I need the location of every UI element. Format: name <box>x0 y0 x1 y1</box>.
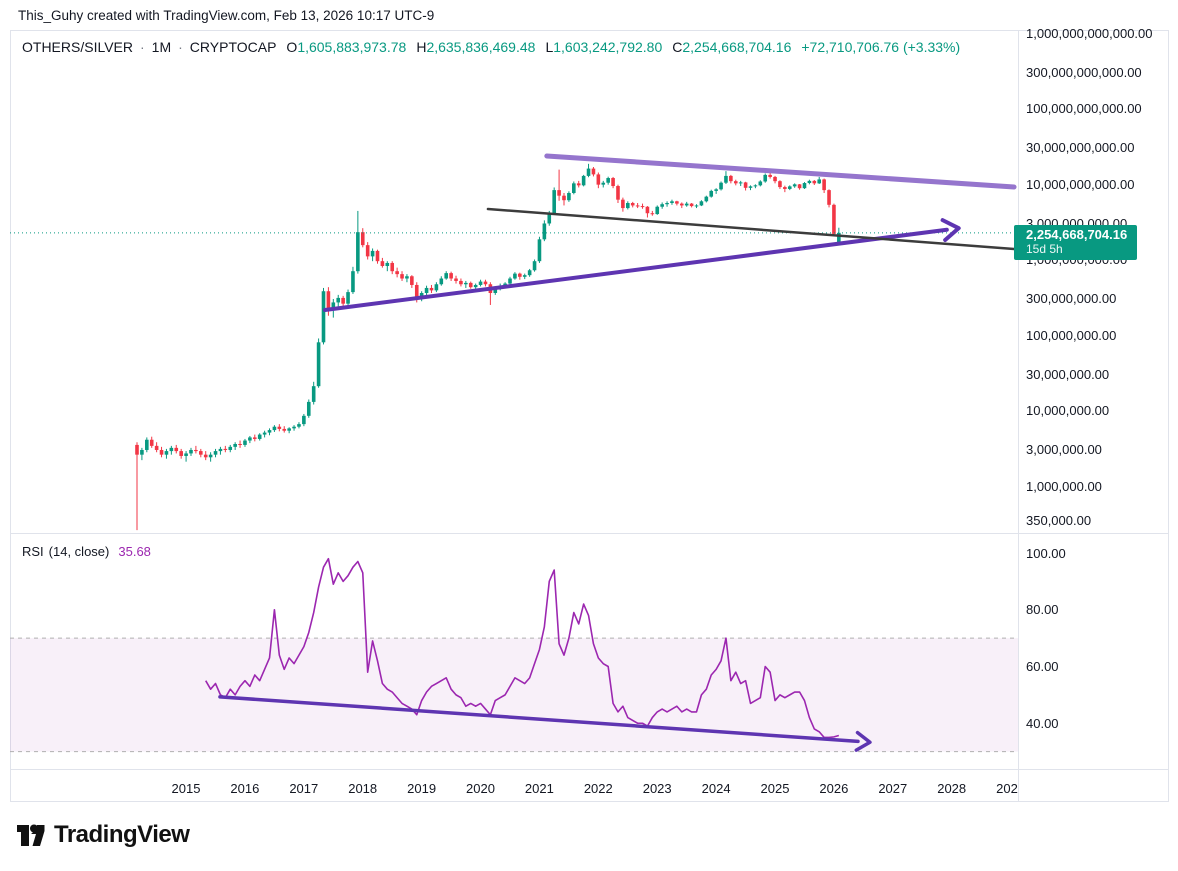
rsi-axis-label: 40.00 <box>1026 715 1059 731</box>
tradingview-logo-text: TradingView <box>54 821 190 848</box>
creator-watermark: This_Guhy created with TradingView.com, … <box>18 8 435 23</box>
symbol-legend[interactable]: OTHERS/SILVER · 1M · CRYPTOCAP O1,605,88… <box>22 39 960 55</box>
rsi-title[interactable]: RSI <box>22 544 44 559</box>
time-axis-label: 2024 <box>701 781 731 796</box>
price-axis-label: 1,000,000.00 <box>1026 478 1102 494</box>
time-axis-label: 2023 <box>642 781 672 796</box>
price-axis-label: 300,000,000.00 <box>1026 291 1117 307</box>
price-pane[interactable] <box>10 30 1018 533</box>
rsi-axis-label: 80.00 <box>1026 602 1059 618</box>
time-axis-label: 2016 <box>230 781 260 796</box>
rsi-axis-label: 60.00 <box>1026 659 1059 674</box>
rsi-value: 35.68 <box>118 544 151 559</box>
price-axis-label: 1,000,000,000,000.00 <box>1026 25 1153 41</box>
time-axis-label: 2018 <box>348 781 378 796</box>
rsi-plot-line <box>205 557 840 739</box>
rsi-descending-trendline <box>218 695 872 752</box>
descending-resistance-trendline <box>544 153 1017 190</box>
price-axis-divider <box>1018 30 1019 802</box>
time-axis-label: 2022 <box>583 781 613 796</box>
price-axis-label: 10,000,000,000.00 <box>1026 176 1135 192</box>
rsi-band <box>10 638 1018 752</box>
ascending-support-trendline <box>322 218 961 312</box>
time-axis-label: 2015 <box>171 781 201 796</box>
exchange-label: CRYPTOCAP <box>189 39 277 55</box>
interval-label[interactable]: 1M <box>151 39 172 55</box>
last-price-label: 2,254,668,704.16 15d 5h <box>1014 225 1137 260</box>
price-axis-label: 350,000.00 <box>1026 512 1092 528</box>
tradingview-icon <box>17 824 45 846</box>
close-value: C2,254,668,704.16 <box>672 39 792 55</box>
open-value: O1,605,883,973.78 <box>286 39 407 55</box>
legend-separator: · <box>178 39 183 55</box>
price-axis-label: 10,000,000.00 <box>1026 403 1110 418</box>
time-axis-label: 2025 <box>760 781 790 796</box>
price-axis-label: 100,000,000.00 <box>1026 327 1117 343</box>
chart-widget-border <box>10 30 1169 802</box>
rsi-pane[interactable] <box>10 535 1018 769</box>
change-value: +72,710,706.76 (+3.33%) <box>801 39 961 55</box>
legend-separator: · <box>140 39 145 55</box>
rsi-axis-label: 100.00 <box>1026 545 1066 561</box>
time-axis-label: 2028 <box>937 781 967 796</box>
black-trendline <box>486 207 1016 251</box>
high-value: H2,635,836,469.48 <box>416 39 536 55</box>
rsi-legend[interactable]: RSI (14, close) 35.68 <box>22 544 151 559</box>
tradingview-logo[interactable]: TradingView <box>16 820 190 850</box>
time-axis-label: 2026 <box>819 781 849 796</box>
price-axis-label: 300,000,000,000.00 <box>1026 64 1142 80</box>
candles <box>135 163 841 531</box>
time-axis-divider <box>10 769 1169 770</box>
rsi-params: (14, close) <box>48 544 110 559</box>
low-value: L1,603,242,792.80 <box>545 39 663 55</box>
last-price-value: 2,254,668,704.16 <box>1026 227 1128 242</box>
price-axis-label: 30,000,000.00 <box>1026 366 1110 382</box>
pane-divider[interactable] <box>10 533 1169 534</box>
bar-countdown: 15d 5h <box>1026 242 1063 256</box>
time-axis-label: 2020 <box>466 781 495 796</box>
price-axis-label: 100,000,000,000.00 <box>1026 101 1142 116</box>
price-axis-label: 30,000,000,000.00 <box>1026 140 1135 156</box>
time-axis-label: 2021 <box>524 781 554 796</box>
time-axis-label: 2019 <box>407 781 437 796</box>
price-axis-label: 3,000,000.00 <box>1026 442 1102 458</box>
time-axis-label: 2029 <box>996 781 1026 796</box>
time-axis-label: 2017 <box>289 781 319 796</box>
time-axis-label: 2027 <box>878 781 908 796</box>
symbol-title[interactable]: OTHERS/SILVER <box>22 39 133 55</box>
